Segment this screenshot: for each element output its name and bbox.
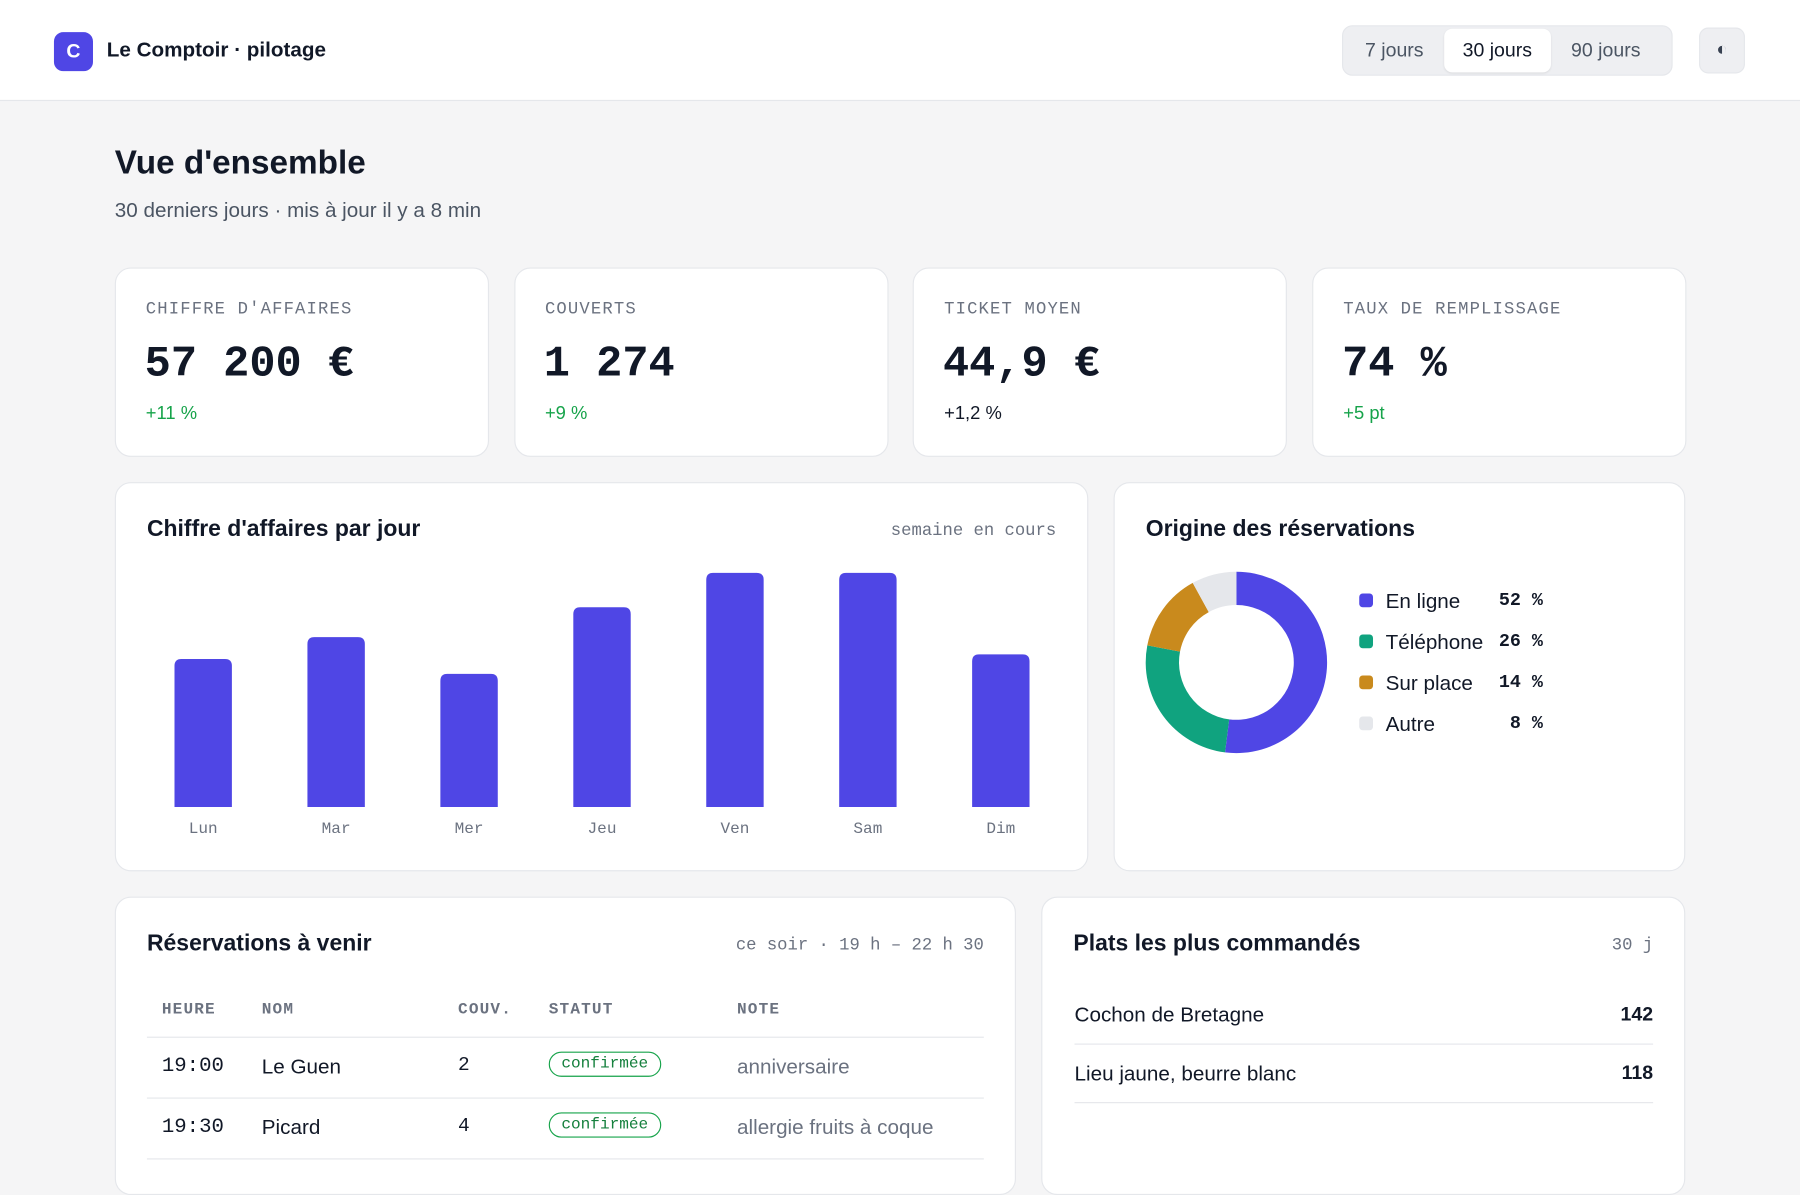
dish-count: 118 bbox=[1621, 1061, 1654, 1084]
card-title: Réservations à venir bbox=[146, 931, 372, 957]
status-cell: confirmée bbox=[548, 1112, 661, 1138]
kpi-card: CHIFFRE D'AFFAIRES 57 200 € +11 % bbox=[114, 267, 490, 457]
x-tick-label: Sam bbox=[853, 820, 882, 838]
period-option[interactable]: 90 jours bbox=[1571, 39, 1641, 61]
column-header: STATUT bbox=[548, 1001, 614, 1020]
x-tick-label: Dim bbox=[986, 820, 1015, 838]
card-title: Plats les plus commandés bbox=[1073, 931, 1361, 957]
legend-swatch bbox=[1359, 675, 1374, 690]
status-cell: confirmée bbox=[548, 1051, 661, 1077]
legend-label: Sur place bbox=[1386, 672, 1473, 695]
kpi-label: TAUX DE REMPLISSAGE bbox=[1343, 299, 1562, 320]
legend-value: 52 % bbox=[1499, 590, 1544, 611]
donut-card: Origine des réservations En ligne 52 % Tél… bbox=[1113, 482, 1686, 872]
x-tick-label: Ven bbox=[720, 820, 749, 838]
bar bbox=[972, 654, 1030, 808]
legend-value: 26 % bbox=[1499, 631, 1544, 652]
dish-name: Cochon de Bretagne bbox=[1074, 1003, 1265, 1027]
row-divider bbox=[1074, 1102, 1654, 1104]
note-cell: anniversaire bbox=[737, 1055, 850, 1078]
legend-label: Autre bbox=[1386, 713, 1435, 736]
period-option[interactable]: 30 jours bbox=[1444, 28, 1551, 73]
x-tick-label: Mer bbox=[455, 820, 484, 838]
covers-cell: 4 bbox=[458, 1115, 470, 1138]
bar bbox=[440, 673, 498, 808]
bar bbox=[839, 572, 897, 808]
card-title: Origine des réservations bbox=[1145, 516, 1415, 542]
legend-swatch bbox=[1359, 634, 1374, 649]
column-header: NOM bbox=[261, 1001, 295, 1020]
kpi-card: TICKET MOYEN 44,9 € +1,2 % bbox=[913, 267, 1288, 457]
kpi-delta: +11 % bbox=[145, 404, 198, 424]
kpi-card: COUVERTS 1 274 +9 % bbox=[513, 267, 889, 457]
period-option[interactable]: 7 jours bbox=[1364, 39, 1424, 61]
kpi-value: 44,9 € bbox=[942, 339, 1101, 390]
kpi-label: TICKET MOYEN bbox=[944, 299, 1082, 320]
column-header: HEURE bbox=[161, 1001, 216, 1020]
kpi-value: 57 200 € bbox=[144, 339, 355, 390]
bar bbox=[307, 637, 365, 808]
dish-count: 142 bbox=[1620, 1003, 1654, 1026]
legend-label: Téléphone bbox=[1386, 631, 1484, 654]
donut-chart: En ligne 52 % Téléphone 26 % Sur place 14 % Au… bbox=[1145, 571, 1544, 754]
name-cell: Picard bbox=[261, 1115, 321, 1139]
time-cell: 19:00 bbox=[161, 1055, 224, 1078]
name-cell: Le Guen bbox=[261, 1055, 342, 1078]
row-divider bbox=[146, 1158, 984, 1160]
card-note: 30 j bbox=[1611, 935, 1654, 956]
donut-segment bbox=[1147, 582, 1209, 652]
row-divider bbox=[1074, 1043, 1654, 1045]
row-divider bbox=[146, 1097, 984, 1099]
covers-cell: 2 bbox=[458, 1055, 470, 1077]
legend-value: 14 % bbox=[1499, 672, 1544, 693]
x-tick-label: Mar bbox=[322, 820, 351, 838]
top-bar: C Le Comptoir · pilotage 7 jours 30 jours… bbox=[0, 0, 1800, 102]
kpi-delta: +9 % bbox=[544, 404, 588, 424]
dish-name: Lieu jaune, beurre blanc bbox=[1074, 1061, 1297, 1085]
legend-label: En ligne bbox=[1386, 590, 1461, 613]
bar-chart: Lun Mar Mer Jeu Ven Sam Dim bbox=[174, 572, 1030, 838]
card-note: ce soir · 19 h – 22 h 30 bbox=[735, 935, 984, 956]
status-badge: confirmée bbox=[548, 1051, 661, 1077]
brand-title: Le Comptoir · pilotage bbox=[106, 37, 327, 61]
kpi-label: COUVERTS bbox=[544, 299, 637, 320]
legend-swatch bbox=[1359, 716, 1374, 731]
column-header: NOTE bbox=[737, 1001, 781, 1020]
kpi-card: TAUX DE REMPLISSAGE 74 % +5 pt bbox=[1312, 267, 1687, 457]
page-subtitle: 30 derniers jours · mis à jour il y a 8 … bbox=[114, 198, 482, 222]
time-cell: 19:30 bbox=[161, 1115, 224, 1139]
kpi-label: CHIFFRE D'AFFAIRES bbox=[145, 299, 353, 320]
donut-segment bbox=[1192, 571, 1237, 613]
row-divider bbox=[146, 1036, 984, 1038]
card-note: semaine en cours bbox=[890, 521, 1057, 541]
legend-value: 8 % bbox=[1510, 713, 1544, 734]
x-tick-label: Lun bbox=[189, 820, 218, 838]
donut-segment bbox=[1145, 645, 1230, 753]
kpi-value: 1 274 bbox=[543, 339, 675, 390]
donut-segment bbox=[1225, 571, 1328, 754]
page-title: Vue d'ensemble bbox=[114, 144, 366, 182]
bar bbox=[706, 572, 764, 808]
dishes-card: Plats les plus commandés 30 j Cochon de … bbox=[1041, 896, 1686, 1195]
kpi-delta: +5 pt bbox=[1343, 404, 1385, 424]
bar-card: Chiffre d'affaires par jour semaine en c… bbox=[114, 482, 1089, 872]
legend-swatch bbox=[1359, 593, 1374, 608]
bar bbox=[573, 607, 631, 808]
kpi-value: 74 % bbox=[1342, 339, 1447, 390]
kpi-delta: +1,2 % bbox=[944, 404, 1002, 424]
status-badge: confirmée bbox=[548, 1112, 661, 1138]
card-title: Chiffre d'affaires par jour bbox=[146, 516, 421, 542]
bar bbox=[174, 658, 232, 808]
theme-toggle[interactable]: ◐ bbox=[1699, 27, 1745, 74]
x-tick-label: Jeu bbox=[588, 820, 617, 838]
column-header: COUV. bbox=[458, 1001, 513, 1020]
note-cell: allergie fruits à coque bbox=[737, 1115, 934, 1139]
reservations-card: Réservations à venir ce soir · 19 h – 22… bbox=[114, 896, 1016, 1195]
logo: C bbox=[53, 32, 93, 72]
period-switch: 7 jours 30 jours 90 jours bbox=[1342, 25, 1673, 76]
